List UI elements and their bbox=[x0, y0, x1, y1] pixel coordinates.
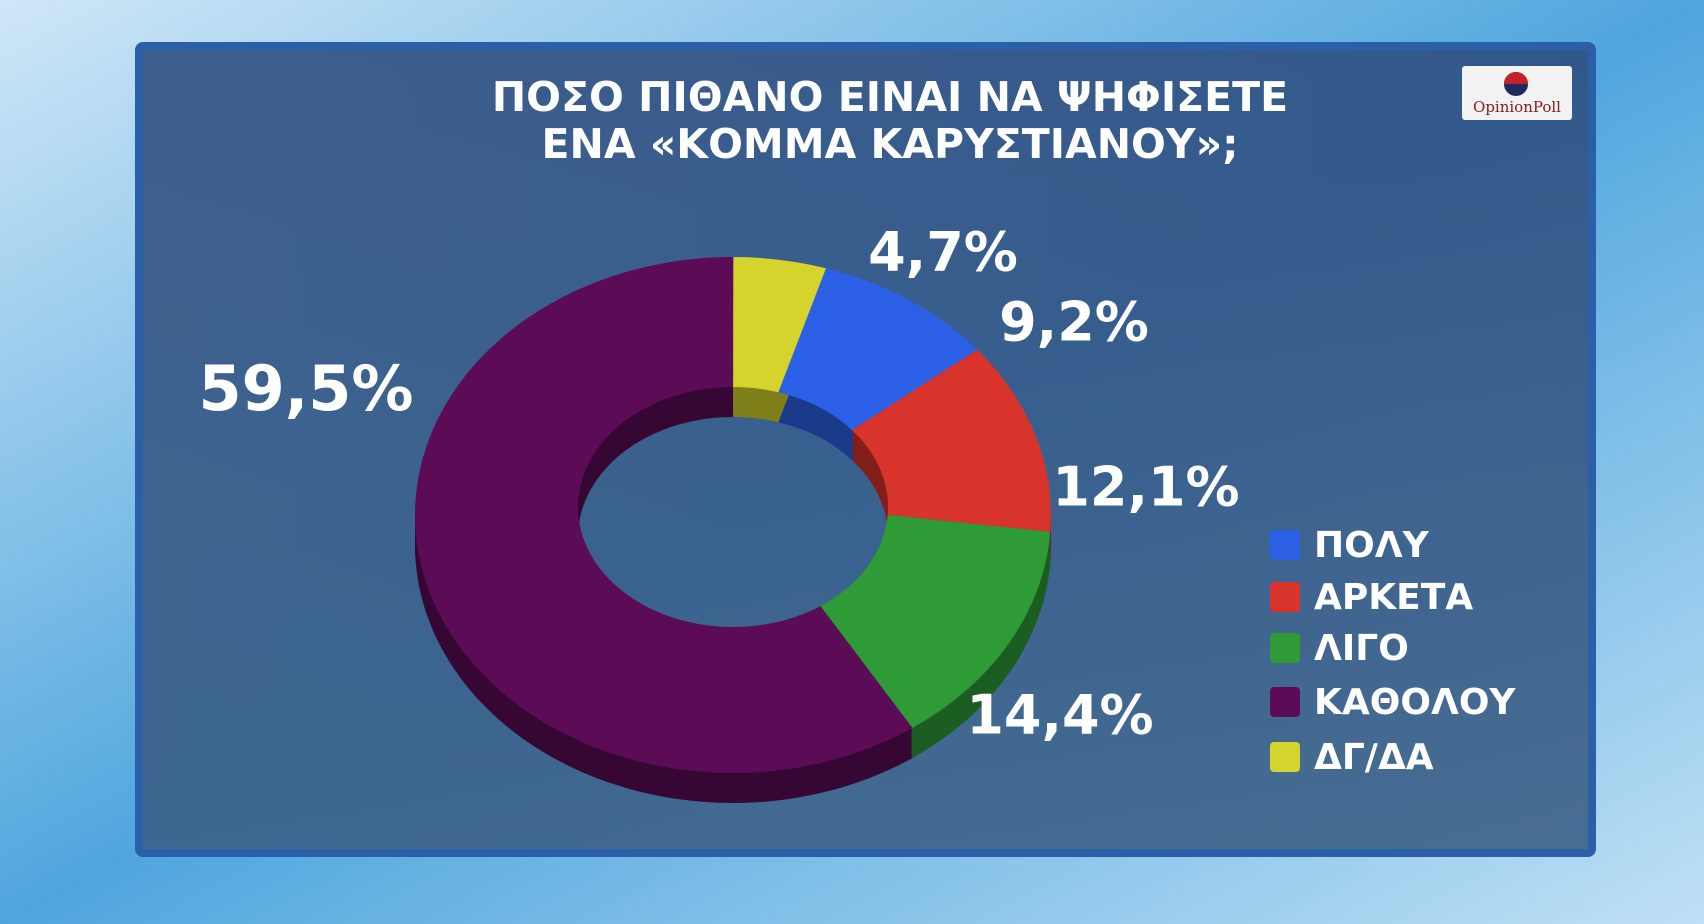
value-label: 9,2% bbox=[999, 291, 1149, 354]
legend-label: ΑΡΚΕΤΑ bbox=[1314, 577, 1473, 618]
logo-text: OpinionPoll bbox=[1473, 98, 1561, 116]
chart-title: ΕΝΑ «ΚΟΜΜΑ ΚΑΡΥΣΤΙΑΝΟΥ»; bbox=[542, 120, 1239, 168]
legend-swatch bbox=[1270, 530, 1300, 560]
value-label: 14,4% bbox=[966, 684, 1153, 747]
legend-label: ΛΙΓΟ bbox=[1314, 628, 1409, 669]
value-label: 4,7% bbox=[868, 221, 1018, 284]
slice bbox=[852, 349, 1051, 532]
legend-swatch bbox=[1270, 742, 1300, 772]
legend-swatch bbox=[1270, 633, 1300, 663]
legend-label: ΔΓ/ΔΑ bbox=[1314, 737, 1434, 778]
legend-swatch bbox=[1270, 687, 1300, 717]
slice bbox=[414, 257, 913, 773]
slice bbox=[820, 514, 1051, 729]
chart-title: ΠΟΣΟ ΠΙΘΑΝΟ ΕΙΝΑΙ ΝΑ ΨΗΦΙΣΕΤΕ bbox=[492, 73, 1288, 121]
value-label: 12,1% bbox=[1052, 456, 1239, 519]
value-label: 59,5% bbox=[198, 352, 413, 425]
slice bbox=[778, 268, 978, 431]
legend-swatch bbox=[1270, 582, 1300, 612]
legend-label: ΠΟΛΥ bbox=[1314, 525, 1430, 566]
legend-label: ΚΑΘΟΛΟΥ bbox=[1314, 682, 1516, 723]
logo-icon bbox=[1504, 72, 1528, 84]
slice bbox=[733, 257, 826, 393]
